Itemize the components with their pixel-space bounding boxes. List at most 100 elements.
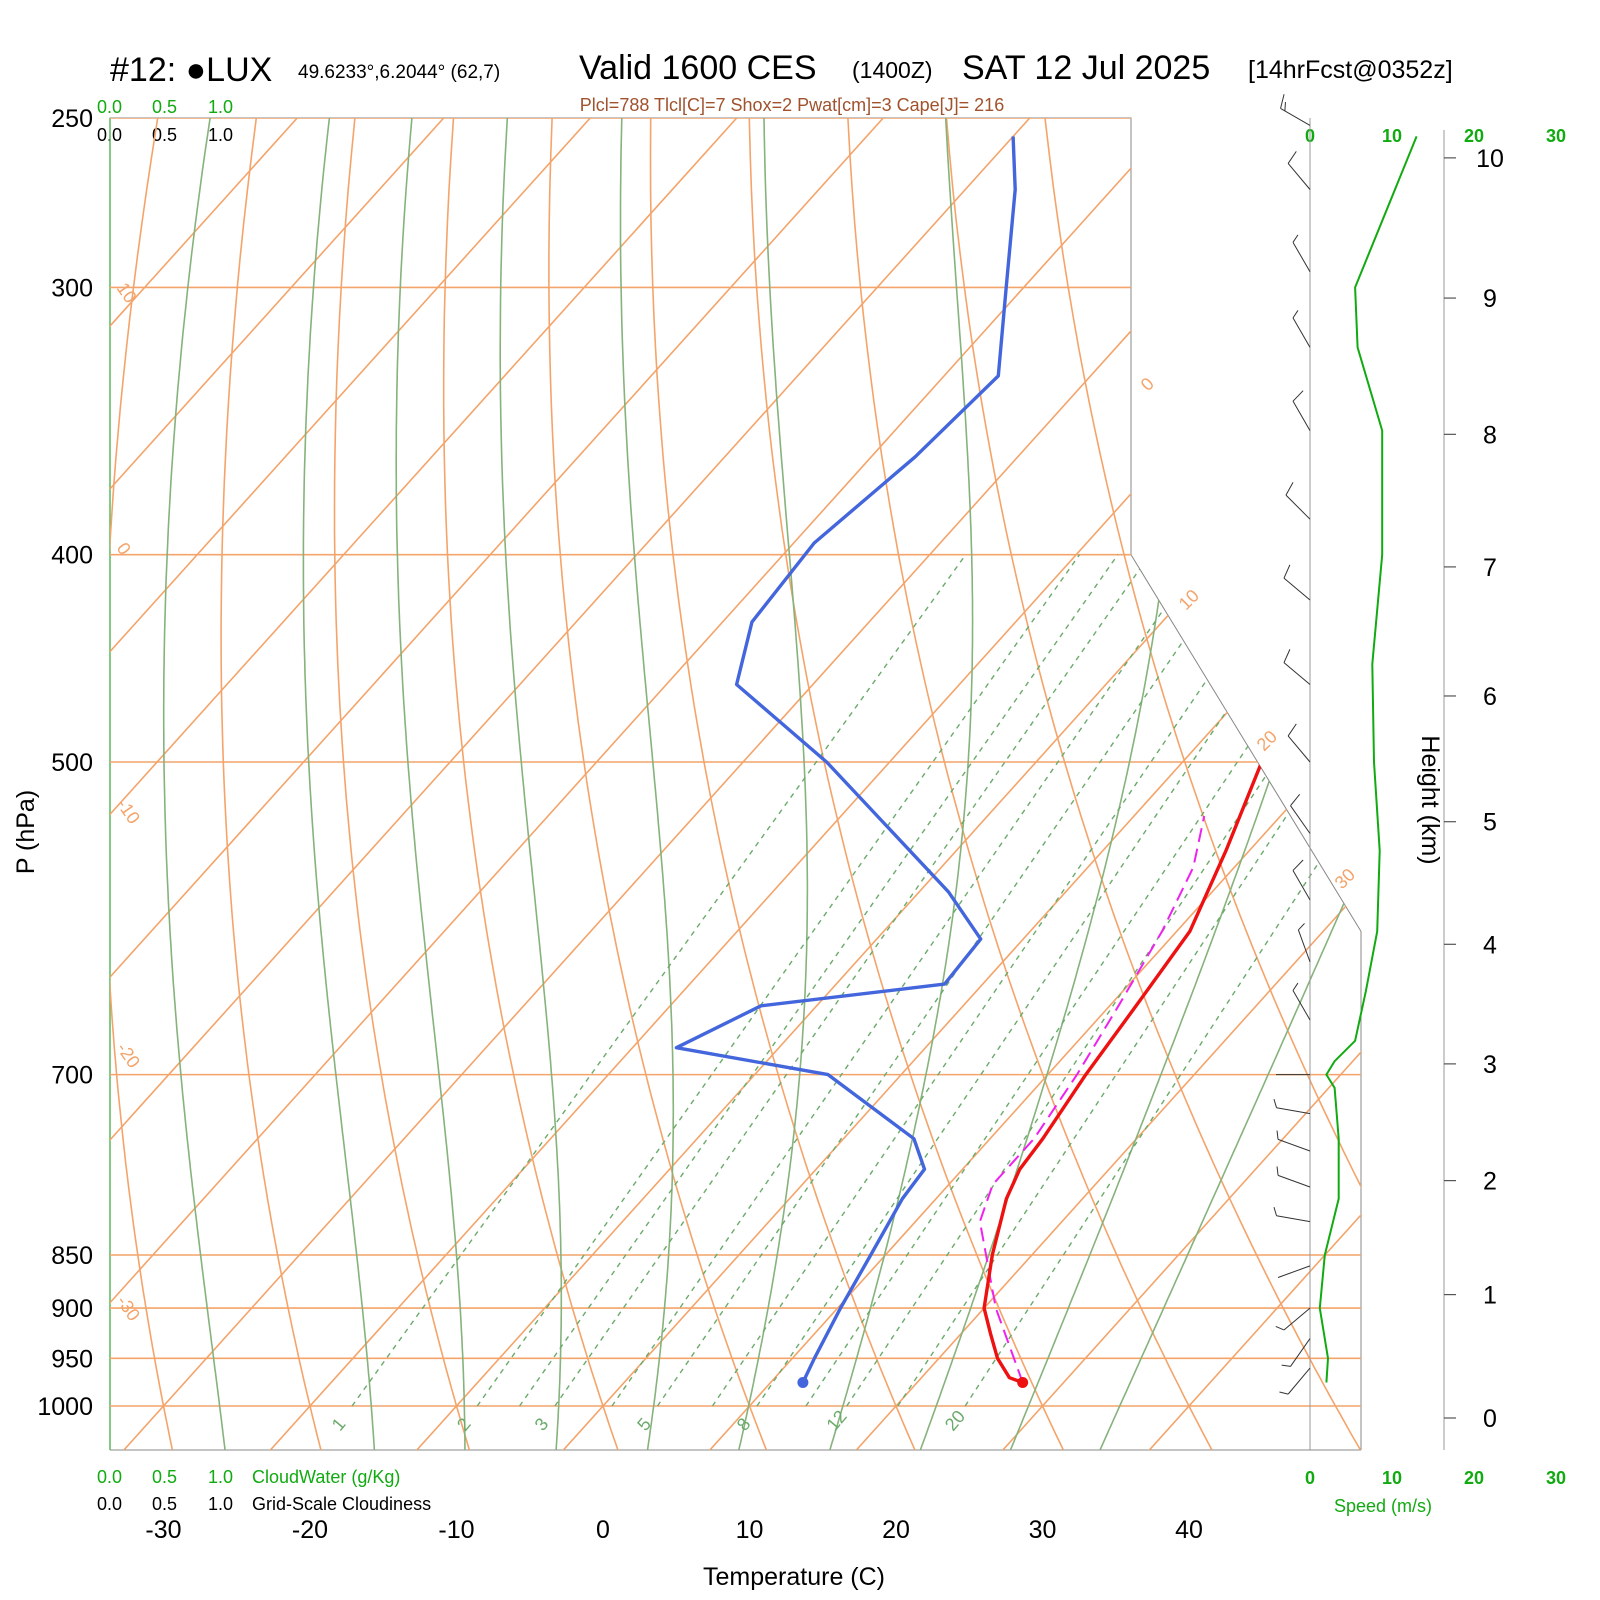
mixing-ratio-line: [805, 554, 1361, 1407]
temperature-tick-label: 10: [736, 1516, 764, 1544]
isotherm-label: -20: [113, 1039, 144, 1072]
mixing-ratio-line: [554, 554, 1151, 1407]
moist-adiabat-lines: [110, 118, 1361, 1450]
height-axis-label: Height (km): [1416, 735, 1444, 864]
mixing-ratio-line: [518, 554, 1119, 1407]
wind-barb: [1290, 794, 1311, 834]
isotherm: [110, 118, 1361, 1450]
dry-adiabat: [1305, 118, 1361, 1450]
speed-tick-bottom: 0: [1305, 1468, 1315, 1488]
cloudiness-tick-top: 1.0: [208, 125, 233, 145]
temperature-tick-label: -10: [438, 1516, 474, 1544]
mixing-ratio-line: [351, 554, 967, 1407]
wind-barb: [1273, 1207, 1311, 1223]
pressure-tick-label: 850: [51, 1242, 93, 1270]
isotherm: [110, 118, 1217, 1450]
valid-time: Valid 1600 CES: [579, 49, 817, 87]
pressure-tick-label: 400: [51, 542, 93, 570]
wind-barb: [1277, 1265, 1311, 1278]
mixing-ratio-label: 8: [733, 1414, 755, 1435]
temperature-tick-label: -30: [145, 1516, 181, 1544]
isotherm: [110, 118, 631, 1450]
plot-frame: [109, 117, 1362, 1451]
height-tick-label: 0: [1483, 1405, 1497, 1433]
parcel-path-line: [978, 815, 1206, 1383]
frame-outline: [109, 117, 1362, 1450]
pressure-tick-label: 250: [51, 105, 93, 133]
moist-adiabat: [991, 118, 1361, 1450]
isotherm-label: 0: [113, 539, 135, 559]
mixing-ratio-line: [897, 554, 1361, 1407]
dry-adiabat: [1584, 0, 1600, 1495]
wind-barb: [1287, 151, 1311, 190]
isotherm: [229, 118, 1361, 1450]
isotherm-label: 0: [1137, 374, 1158, 395]
height-tick-label: 5: [1483, 809, 1497, 837]
dry-adiabat: [842, 118, 1237, 1450]
wind-speed-line: [1318, 136, 1418, 1383]
speed-tick-bottom: 10: [1382, 1468, 1402, 1488]
wind-barb: [1279, 1367, 1311, 1395]
wind-barb: [1292, 310, 1311, 348]
temperature-tick-label: 30: [1029, 1516, 1057, 1544]
temperature-tick-label: 0: [596, 1516, 610, 1544]
pressure-tick-label: 950: [51, 1345, 93, 1373]
height-tick-label: 6: [1483, 683, 1497, 711]
mixing-ratio-label: 3: [531, 1414, 553, 1435]
forecast-info: [14hrFcst@0352z]: [1248, 56, 1453, 84]
moist-adiabat: [815, 118, 974, 1450]
cloudwater-tick-top: 1.0: [208, 97, 233, 117]
dry-adiabat: [333, 118, 484, 1450]
moist-adiabat: [1079, 118, 1361, 1450]
wind-barb: [1275, 1307, 1311, 1331]
cloudwater-label: CloudWater (g/Kg): [252, 1467, 400, 1487]
moist-adiabat: [619, 118, 675, 1450]
zulu-time: (1400Z): [852, 57, 933, 83]
dry-adiabat: [1028, 118, 1361, 1450]
pressure-tick-label: 900: [51, 1295, 93, 1323]
mixing-ratio-line: [656, 554, 1244, 1407]
dry-adiabat: [220, 118, 334, 1450]
moist-adiabat: [499, 118, 563, 1450]
mixing-ratio-line: [711, 554, 1293, 1407]
x-axis-label: Temperature (C): [703, 1563, 885, 1591]
wind-barb: [1276, 1166, 1311, 1188]
isotherm-label: -10: [113, 795, 144, 828]
mixing-ratio-line: [846, 554, 1361, 1407]
dewpoint-line: [674, 136, 1017, 1384]
surface-dewpoint-marker: [797, 1376, 809, 1388]
isotherm: [376, 118, 1361, 1450]
speed-axis-label: Speed (m/s): [1334, 1496, 1432, 1516]
cloudiness-label: Grid-Scale Cloudiness: [252, 1494, 431, 1514]
isotherm-lines: [110, 118, 1361, 1450]
speed-tick-top: 30: [1546, 126, 1566, 146]
height-tick-label: 7: [1483, 554, 1497, 582]
wind-barb: [1273, 1098, 1311, 1115]
height-tick-label: 9: [1483, 285, 1497, 313]
wind-panel: [1273, 94, 1418, 1450]
speed-tick-bottom: 20: [1464, 1468, 1484, 1488]
wind-barb: [1292, 859, 1311, 901]
wind-barb: [1287, 723, 1311, 763]
isotherm-label: 10: [1175, 586, 1203, 614]
station-coords: 49.6233°,6.2044° (62,7): [298, 62, 500, 83]
dry-adiabat: [548, 118, 786, 1450]
wind-barb: [1292, 234, 1311, 273]
height-tick-label: 8: [1483, 421, 1497, 449]
isotherm: [110, 118, 485, 1450]
y-axis-label: P (hPa): [12, 790, 40, 874]
wind-barb: [1281, 1338, 1311, 1367]
wind-barb: [1283, 649, 1311, 685]
dry-adiabat: [747, 118, 1087, 1450]
isotherm: [669, 118, 1361, 1450]
temperature-tick-label: -20: [292, 1516, 328, 1544]
mixing-ratio-label: 1: [328, 1414, 350, 1435]
mixing-ratio-line: [476, 554, 1081, 1407]
temperature-tick-label: 20: [882, 1516, 910, 1544]
mixing-ratio-label: 12: [823, 1406, 851, 1434]
wind-barb: [1285, 482, 1311, 520]
height-tick-label: 10: [1476, 145, 1504, 173]
forecast-date: SAT 12 Jul 2025: [962, 49, 1210, 87]
moist-adiabat: [727, 118, 809, 1450]
